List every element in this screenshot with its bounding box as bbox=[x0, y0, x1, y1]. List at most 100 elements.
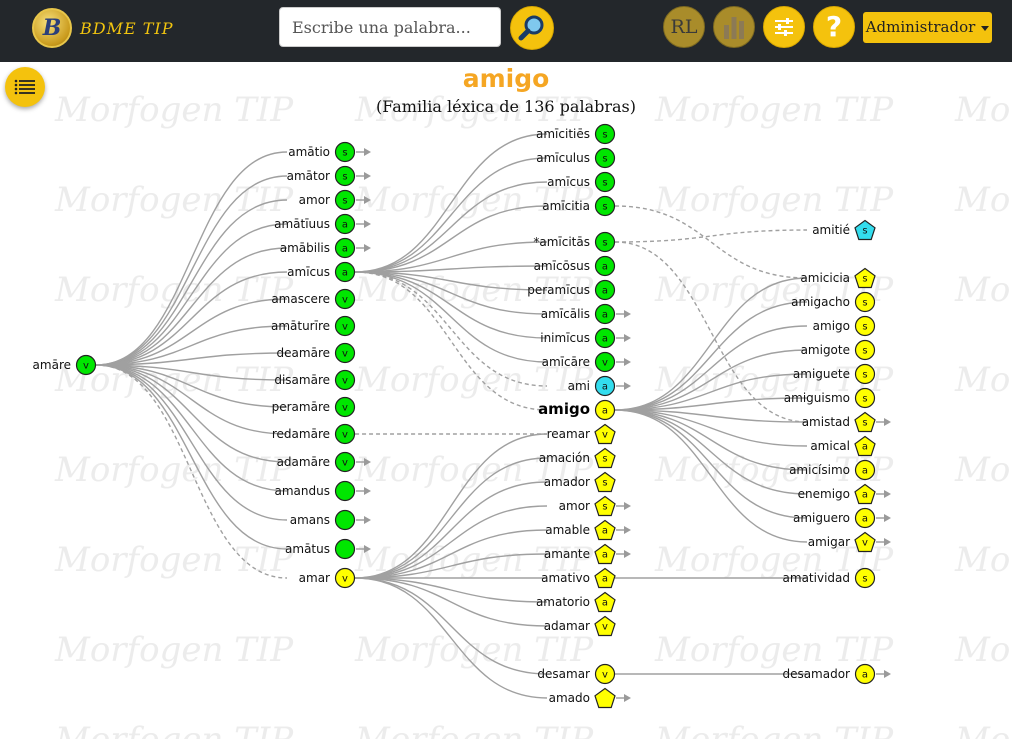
node-amabilis[interactable]: amābilis a bbox=[280, 237, 371, 259]
node-inimicus[interactable]: inimīcus a bbox=[540, 327, 631, 349]
circle-node-icon[interactable] bbox=[594, 327, 616, 349]
expand-arrow-icon[interactable] bbox=[624, 550, 631, 558]
node-amatio[interactable]: amātio s bbox=[288, 141, 371, 163]
node-label[interactable]: amātor bbox=[287, 169, 330, 183]
node-label[interactable]: amicicia bbox=[800, 271, 850, 285]
node-amatorio[interactable]: amatorio a bbox=[536, 591, 616, 613]
node-amical[interactable]: amical a bbox=[810, 435, 876, 457]
expand-arrow-icon[interactable] bbox=[364, 196, 371, 204]
circle-node-icon[interactable] bbox=[854, 291, 876, 313]
node-amacion[interactable]: amación s bbox=[539, 447, 616, 469]
pentagon-node-icon[interactable] bbox=[594, 519, 616, 541]
circle-node-icon[interactable] bbox=[334, 451, 356, 473]
circle-node-icon[interactable] bbox=[854, 663, 876, 685]
node-label[interactable]: amīcitiēs bbox=[536, 127, 590, 141]
node-amicare[interactable]: amīcāre v bbox=[542, 351, 631, 373]
pentagon-node-icon[interactable] bbox=[594, 543, 616, 565]
node-amador[interactable]: amador s bbox=[544, 471, 616, 493]
node-amator[interactable]: amātor s bbox=[287, 165, 371, 187]
pentagon-node-icon[interactable] bbox=[594, 423, 616, 445]
pentagon-node-icon[interactable] bbox=[854, 435, 876, 457]
circle-node-icon[interactable] bbox=[854, 315, 876, 337]
node-amatus[interactable]: amātus bbox=[285, 538, 371, 560]
circle-node-icon[interactable] bbox=[854, 339, 876, 361]
circle-node-icon[interactable] bbox=[594, 279, 616, 301]
node-label[interactable]: amante bbox=[544, 547, 590, 561]
circle-node-icon[interactable] bbox=[334, 480, 356, 502]
node-amans[interactable]: amans bbox=[290, 509, 371, 531]
node-amicalis[interactable]: amīcālis a bbox=[541, 303, 631, 325]
expand-arrow-icon[interactable] bbox=[364, 244, 371, 252]
node-label[interactable]: amatorio bbox=[536, 595, 590, 609]
circle-node-icon[interactable] bbox=[594, 663, 616, 685]
node-label[interactable]: amigar bbox=[808, 535, 850, 549]
node-label[interactable]: adamāre bbox=[277, 455, 330, 469]
pentagon-node-icon[interactable] bbox=[854, 531, 876, 553]
node-label[interactable]: adamar bbox=[544, 619, 590, 633]
node-amigote[interactable]: amigote s bbox=[801, 339, 876, 361]
node-disamare[interactable]: disamāre v bbox=[274, 369, 356, 391]
circle-node-icon[interactable] bbox=[334, 315, 356, 337]
expand-arrow-icon[interactable] bbox=[884, 490, 891, 498]
node-amistad[interactable]: amistad s bbox=[802, 411, 891, 433]
node-label[interactable]: amiguismo bbox=[784, 391, 850, 405]
node-amicities[interactable]: amīcitiēs s bbox=[536, 123, 616, 145]
expand-arrow-icon[interactable] bbox=[884, 670, 891, 678]
node-amicus2[interactable]: amīcus s bbox=[547, 171, 616, 193]
node-label[interactable]: disamāre bbox=[274, 373, 330, 387]
node-label[interactable]: amor bbox=[559, 499, 590, 513]
expand-arrow-icon[interactable] bbox=[624, 310, 631, 318]
circle-node-icon[interactable] bbox=[854, 507, 876, 529]
expand-arrow-icon[interactable] bbox=[624, 334, 631, 342]
circle-node-icon[interactable] bbox=[334, 509, 356, 531]
circle-node-icon[interactable] bbox=[854, 387, 876, 409]
pentagon-node-icon[interactable] bbox=[594, 495, 616, 517]
circle-node-icon[interactable] bbox=[334, 213, 356, 235]
node-label[interactable]: amado bbox=[549, 691, 590, 705]
node-amatividad[interactable]: amatividad s bbox=[783, 567, 876, 589]
pentagon-node-icon[interactable] bbox=[854, 219, 876, 241]
node-amativo[interactable]: amativo a bbox=[541, 567, 616, 589]
node-label[interactable]: amīcus bbox=[287, 265, 330, 279]
node-amigacho[interactable]: amigacho s bbox=[791, 291, 876, 313]
node-amaturire[interactable]: amāturīre v bbox=[271, 315, 356, 337]
node-peramare[interactable]: peramāre v bbox=[272, 396, 356, 418]
node-amicicia[interactable]: amicicia s bbox=[800, 267, 876, 289]
circle-node-icon[interactable] bbox=[594, 231, 616, 253]
circle-node-icon[interactable] bbox=[334, 396, 356, 418]
node-amigo_s[interactable]: amigo s bbox=[813, 315, 876, 337]
node-label[interactable]: reamar bbox=[547, 427, 590, 441]
node-amicus1[interactable]: amīcus a bbox=[287, 261, 356, 283]
node-label[interactable]: peramīcus bbox=[527, 283, 590, 297]
node-label[interactable]: amatividad bbox=[783, 571, 850, 585]
expand-arrow-icon[interactable] bbox=[884, 538, 891, 546]
node-label[interactable]: amāturīre bbox=[271, 319, 330, 333]
circle-node-icon[interactable] bbox=[594, 147, 616, 169]
node-deamare[interactable]: deamāre v bbox=[277, 342, 356, 364]
pentagon-node-icon[interactable] bbox=[594, 471, 616, 493]
node-amare[interactable]: amāre v bbox=[33, 354, 97, 376]
circle-node-icon[interactable] bbox=[334, 189, 356, 211]
node-label[interactable]: amīcōsus bbox=[534, 259, 590, 273]
expand-arrow-icon[interactable] bbox=[624, 526, 631, 534]
pentagon-node-icon[interactable] bbox=[594, 687, 616, 709]
circle-node-icon[interactable] bbox=[334, 423, 356, 445]
node-label[interactable]: amātus bbox=[285, 542, 330, 556]
expand-arrow-icon[interactable] bbox=[364, 516, 371, 524]
node-adamare[interactable]: adamāre v bbox=[277, 451, 371, 473]
circle-node-icon[interactable] bbox=[334, 165, 356, 187]
node-label[interactable]: desamar bbox=[537, 667, 590, 681]
node-label[interactable]: amascere bbox=[271, 292, 330, 306]
node-peramicus[interactable]: peramīcus a bbox=[527, 279, 616, 301]
pentagon-node-icon[interactable] bbox=[594, 567, 616, 589]
circle-node-icon[interactable] bbox=[854, 363, 876, 385]
node-label[interactable]: amiguero bbox=[793, 511, 850, 525]
node-label[interactable]: amātīuus bbox=[274, 217, 330, 231]
node-amicitas[interactable]: *amīcitās s bbox=[533, 231, 616, 253]
node-adamar[interactable]: adamar v bbox=[544, 615, 616, 637]
circle-node-icon[interactable] bbox=[334, 567, 356, 589]
circle-node-icon[interactable] bbox=[594, 303, 616, 325]
pentagon-node-icon[interactable] bbox=[594, 615, 616, 637]
node-label[interactable]: amistad bbox=[802, 415, 850, 429]
node-amor_s[interactable]: amor s bbox=[559, 495, 631, 517]
